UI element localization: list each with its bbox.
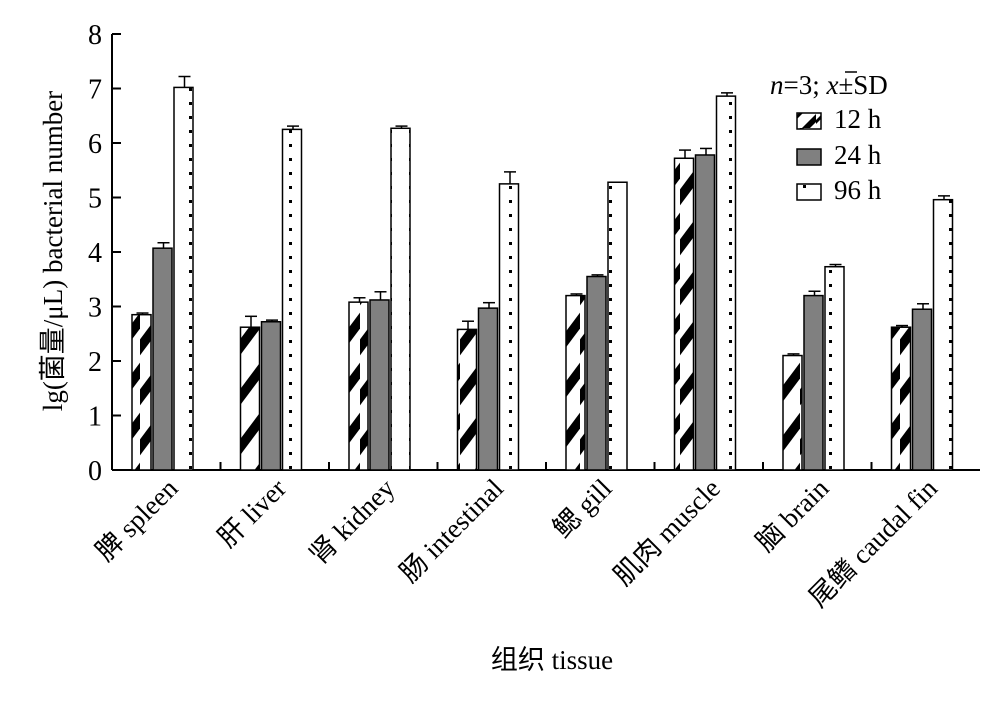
legend-title: n=3; x±SD xyxy=(770,70,888,100)
bar-12h xyxy=(565,294,586,471)
y-tick-label: 0 xyxy=(88,456,102,487)
bar-24h xyxy=(477,307,499,471)
y-tick-label: 3 xyxy=(88,293,102,324)
bar-24h xyxy=(803,294,824,471)
legend-title-tail: ±SD xyxy=(838,70,887,100)
bar-12h xyxy=(239,326,261,471)
bar-96h xyxy=(281,128,303,471)
y-tick-label: 8 xyxy=(88,20,102,51)
bar-12h xyxy=(673,157,695,471)
legend: n=3; x±SD 12 h 24 h 96 h xyxy=(770,70,888,205)
bar-12h xyxy=(782,354,803,471)
legend-swatch-12h xyxy=(796,112,822,130)
bar-96h xyxy=(932,198,954,471)
legend-title-xbar: x xyxy=(825,70,838,100)
y-tick-label: 5 xyxy=(88,184,102,215)
x-category-label: 鳃 gill xyxy=(547,473,618,544)
bar-24h xyxy=(369,299,390,471)
x-category-label: 肠 intestinal xyxy=(394,473,509,588)
bar-24h xyxy=(260,321,282,471)
bar-96h xyxy=(824,265,845,471)
bar-24h xyxy=(911,308,933,471)
y-tick-label: 4 xyxy=(88,238,102,269)
x-axis-title: 组织 tissue xyxy=(491,645,613,675)
x-category-label: 脑 brain xyxy=(750,473,835,558)
bar-24h xyxy=(694,154,716,471)
y-tick-label: 1 xyxy=(88,402,102,433)
legend-swatch-96h xyxy=(796,183,822,201)
legend-label-96h: 96 h xyxy=(834,175,882,205)
y-axis-title: lg(菌量/μL) bacterial number xyxy=(38,91,68,411)
x-category-label: 肌肉 muscle xyxy=(608,473,726,591)
x-category-label: 肝 liver xyxy=(212,473,292,553)
legend-label-24h: 24 h xyxy=(834,140,882,170)
legend-label-12h: 12 h xyxy=(834,104,882,134)
y-tick-label: 2 xyxy=(88,347,102,378)
bar-24h xyxy=(152,247,173,471)
x-category-label: 脾 spleen xyxy=(90,473,184,567)
bar-12h xyxy=(890,326,912,471)
y-tick-label: 6 xyxy=(88,129,102,160)
bar-96h xyxy=(715,95,737,471)
legend-title-eq: =3; xyxy=(784,70,827,100)
bar-24h xyxy=(586,275,607,471)
legend-title-n: n xyxy=(770,70,784,100)
bar-12h xyxy=(456,328,478,471)
bar-96h xyxy=(607,181,628,471)
bar-12h xyxy=(348,301,369,471)
bar-12h xyxy=(131,313,152,471)
bar-96h xyxy=(390,127,411,471)
y-tick-label: 7 xyxy=(88,75,102,106)
x-category-label: 肾 kidney xyxy=(303,473,400,570)
bar-96h xyxy=(173,86,194,471)
legend-swatch-24h xyxy=(796,148,822,166)
bar-96h xyxy=(498,183,520,471)
